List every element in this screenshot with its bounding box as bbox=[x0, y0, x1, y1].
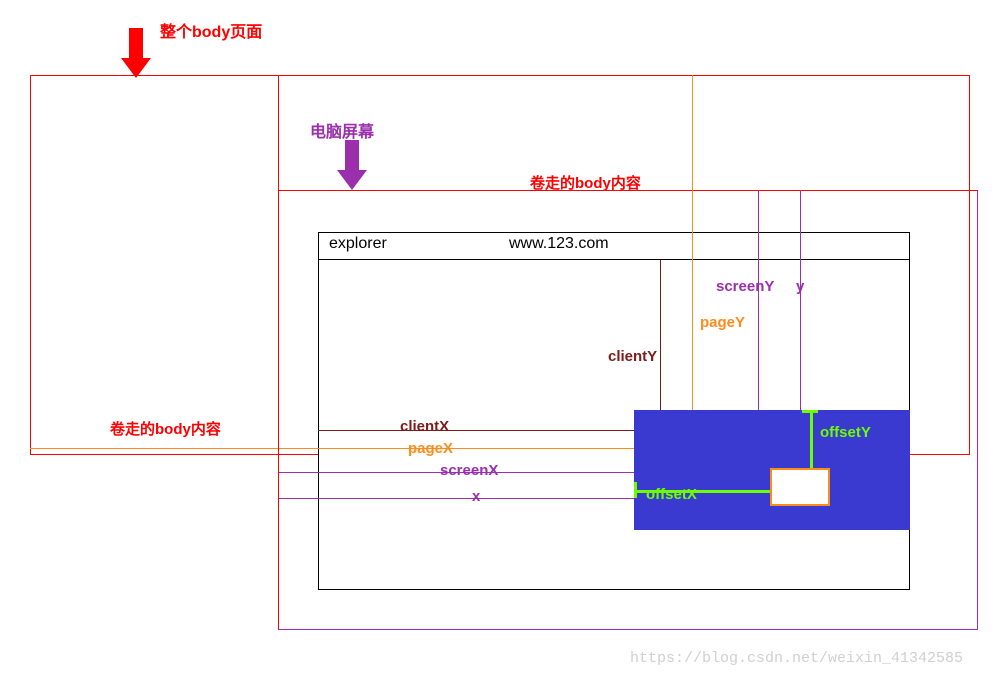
offsety-line-top bbox=[810, 410, 813, 468]
clientX-label: clientX bbox=[400, 418, 449, 435]
screenX-label: screenX bbox=[440, 462, 498, 479]
y-label: y bbox=[796, 278, 804, 295]
pageY-label: pageY bbox=[700, 314, 745, 331]
clientY-label: clientY bbox=[608, 348, 657, 365]
browser-app-name: explorer bbox=[329, 235, 387, 253]
offsety-start-tick bbox=[802, 410, 818, 413]
body-arrow-shaft bbox=[129, 28, 143, 58]
body_title-label: 整个body页面 bbox=[160, 18, 262, 42]
screenY-label: screenY bbox=[716, 278, 774, 295]
offsetx-start-tick bbox=[634, 482, 637, 498]
scroll_top-label: 卷走的body内容 bbox=[530, 172, 641, 193]
screen_title-label: 电脑屏幕 bbox=[310, 118, 374, 142]
pageX-label: pageX bbox=[408, 440, 453, 457]
screeny-line bbox=[758, 190, 759, 410]
scroll-left-red-line bbox=[278, 75, 279, 630]
y-line bbox=[800, 190, 801, 410]
screen-arrow-head bbox=[337, 170, 367, 190]
diagram-stage: explorer www.123.com 整个body页面电脑屏幕卷走的body内容… bbox=[0, 0, 1000, 678]
browser-url: www.123.com bbox=[509, 235, 609, 253]
scroll_left-label: 卷走的body内容 bbox=[110, 418, 221, 439]
offsetX-label: offsetX bbox=[646, 486, 697, 503]
offsetY-label: offsetY bbox=[820, 424, 871, 441]
browser-title-bar: explorer www.123.com bbox=[318, 232, 910, 260]
screen-arrow-shaft bbox=[345, 140, 359, 170]
target-box bbox=[770, 468, 830, 506]
x-line bbox=[278, 498, 634, 499]
body-arrow-head bbox=[121, 58, 151, 78]
x-label: x bbox=[472, 488, 480, 505]
watermark: https://blog.csdn.net/weixin_41342585 bbox=[630, 650, 963, 667]
